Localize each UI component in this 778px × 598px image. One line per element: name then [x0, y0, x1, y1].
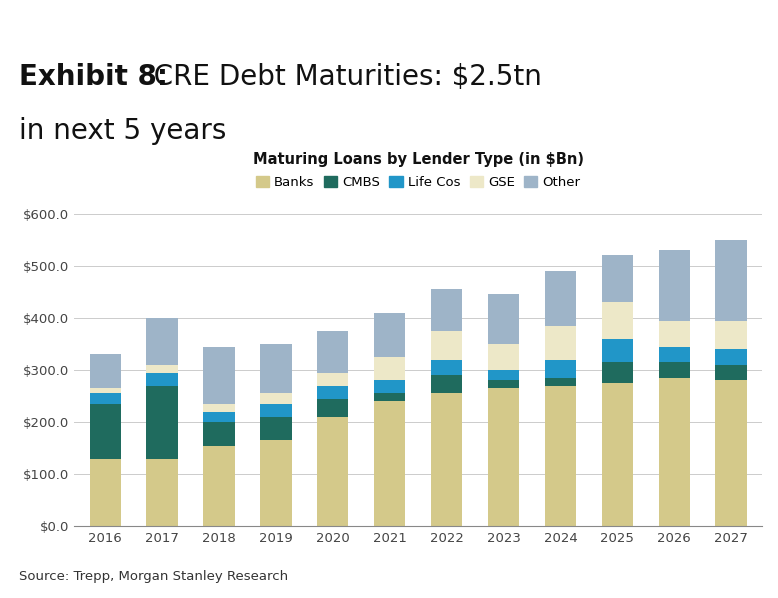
Bar — [374, 401, 405, 526]
Bar — [431, 331, 462, 359]
Bar — [431, 289, 462, 331]
Bar — [317, 399, 349, 417]
Bar — [374, 313, 405, 357]
Bar — [89, 404, 121, 459]
Bar — [716, 380, 747, 526]
Bar — [659, 250, 690, 321]
Text: Exhibit 8:: Exhibit 8: — [19, 63, 169, 91]
Bar — [261, 417, 292, 440]
Bar — [203, 404, 235, 411]
Bar — [545, 378, 576, 386]
Bar — [716, 365, 747, 380]
Legend: Banks, CMBS, Life Cos, GSE, Other: Banks, CMBS, Life Cos, GSE, Other — [251, 171, 586, 195]
Bar — [203, 411, 235, 422]
Bar — [659, 362, 690, 378]
Bar — [601, 338, 633, 362]
Bar — [317, 417, 349, 526]
Bar — [431, 375, 462, 393]
Bar — [317, 386, 349, 399]
Bar — [317, 373, 349, 386]
Bar — [488, 294, 519, 344]
Title: Maturing Loans by Lender Type (in $Bn): Maturing Loans by Lender Type (in $Bn) — [253, 152, 584, 167]
Bar — [545, 359, 576, 378]
Bar — [431, 359, 462, 375]
Bar — [261, 404, 292, 417]
Bar — [716, 240, 747, 321]
Bar — [601, 255, 633, 302]
Bar — [716, 321, 747, 349]
Text: in next 5 years: in next 5 years — [19, 117, 227, 145]
Bar — [431, 393, 462, 526]
Bar — [203, 446, 235, 526]
Bar — [261, 344, 292, 393]
Bar — [659, 321, 690, 347]
Bar — [261, 440, 292, 526]
Bar — [261, 393, 292, 404]
Bar — [146, 386, 177, 459]
Bar — [89, 393, 121, 404]
Bar — [545, 386, 576, 526]
Bar — [545, 326, 576, 359]
Bar — [659, 378, 690, 526]
Bar — [89, 355, 121, 388]
Bar — [374, 357, 405, 380]
Bar — [317, 331, 349, 373]
Bar — [545, 271, 576, 326]
Bar — [488, 370, 519, 380]
Bar — [601, 302, 633, 338]
Bar — [203, 422, 235, 446]
Bar — [659, 347, 690, 362]
Bar — [146, 373, 177, 386]
Bar — [488, 380, 519, 388]
Bar — [146, 318, 177, 365]
Bar — [89, 388, 121, 393]
Text: Source: Trepp, Morgan Stanley Research: Source: Trepp, Morgan Stanley Research — [19, 570, 289, 583]
Bar — [601, 362, 633, 383]
Bar — [488, 388, 519, 526]
Bar — [374, 393, 405, 401]
Bar — [146, 365, 177, 373]
Bar — [374, 380, 405, 393]
Text: CRE Debt Maturities: $2.5tn: CRE Debt Maturities: $2.5tn — [136, 63, 542, 91]
Bar — [146, 459, 177, 526]
Bar — [203, 347, 235, 404]
Bar — [89, 459, 121, 526]
Bar — [488, 344, 519, 370]
Bar — [716, 349, 747, 365]
Bar — [601, 383, 633, 526]
